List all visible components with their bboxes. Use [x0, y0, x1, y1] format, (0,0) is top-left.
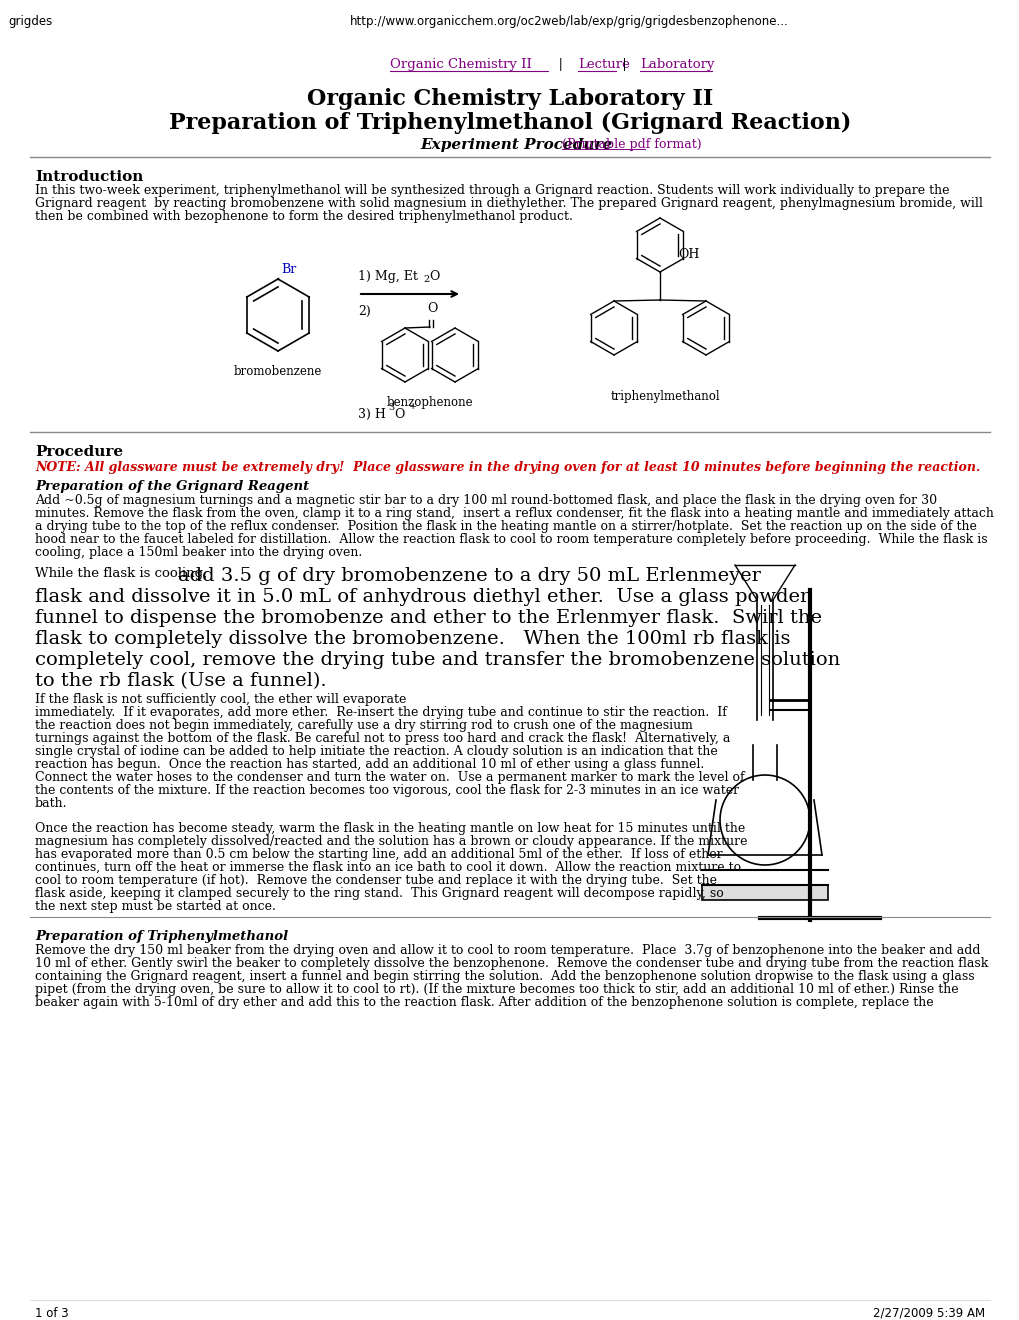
- Text: 2: 2: [423, 275, 429, 284]
- Text: flask and dissolve it in 5.0 mL of anhydrous diethyl ether.  Use a glass powder: flask and dissolve it in 5.0 mL of anhyd…: [35, 587, 808, 606]
- Text: Add ~0.5g of magnesium turnings and a magnetic stir bar to a dry 100 ml round-bo: Add ~0.5g of magnesium turnings and a ma…: [35, 494, 936, 507]
- Text: 3: 3: [387, 403, 394, 412]
- Text: Remove the dry 150 ml beaker from the drying oven and allow it to cool to room t: Remove the dry 150 ml beaker from the dr…: [35, 944, 979, 957]
- Text: continues, turn off the heat or immerse the flask into an ice bath to cool it do: continues, turn off the heat or immerse …: [35, 861, 741, 874]
- Text: cooling, place a 150ml beaker into the drying oven.: cooling, place a 150ml beaker into the d…: [35, 546, 362, 558]
- FancyBboxPatch shape: [701, 884, 827, 900]
- Text: Experiment Procedure: Experiment Procedure: [420, 139, 611, 152]
- Text: pipet (from the drying oven, be sure to allow it to cool to rt). (If the mixture: pipet (from the drying oven, be sure to …: [35, 983, 958, 997]
- Text: Once the reaction has become steady, warm the flask in the heating mantle on low: Once the reaction has become steady, war…: [35, 822, 745, 836]
- Text: bath.: bath.: [35, 797, 67, 810]
- Text: single crystal of iodine can be added to help initiate the reaction. A cloudy so: single crystal of iodine can be added to…: [35, 744, 717, 758]
- Text: beaker again with 5-10ml of dry ether and add this to the reaction flask. After : beaker again with 5-10ml of dry ether an…: [35, 997, 932, 1008]
- Text: Laboratory: Laboratory: [639, 58, 713, 71]
- Text: benzophenone: benzophenone: [386, 396, 473, 409]
- Text: immediately.  If it evaporates, add more ether.  Re-insert the drying tube and c: immediately. If it evaporates, add more …: [35, 706, 727, 719]
- Text: If the flask is not sufficiently cool, the ether will evaporate: If the flask is not sufficiently cool, t…: [35, 693, 406, 706]
- Text: funnel to dispense the bromobenze and ether to the Erlenmyer flask.  Swirl the: funnel to dispense the bromobenze and et…: [35, 609, 821, 627]
- Text: hood near to the faucet labeled for distillation.  Allow the reaction flask to c: hood near to the faucet labeled for dist…: [35, 533, 986, 546]
- Text: Procedure: Procedure: [35, 445, 123, 459]
- Text: Connect the water hoses to the condenser and turn the water on.  Use a permanent: Connect the water hoses to the condenser…: [35, 771, 744, 784]
- Text: 10 ml of ether. Gently swirl the beaker to completely dissolve the benzophenone.: 10 ml of ether. Gently swirl the beaker …: [35, 957, 987, 970]
- Text: to the rb flask (Use a funnel).: to the rb flask (Use a funnel).: [35, 672, 326, 690]
- Text: flask aside, keeping it clamped securely to the ring stand.  This Grignard reage: flask aside, keeping it clamped securely…: [35, 887, 723, 900]
- Text: Preparation of Triphenylmethanol: Preparation of Triphenylmethanol: [35, 931, 287, 942]
- Text: cool to room temperature (if hot).  Remove the condenser tube and replace it wit: cool to room temperature (if hot). Remov…: [35, 874, 716, 887]
- Text: O: O: [426, 302, 437, 315]
- Text: a drying tube to the top of the reflux condenser.  Position the flask in the hea: a drying tube to the top of the reflux c…: [35, 520, 976, 533]
- Text: grigdes: grigdes: [8, 15, 52, 28]
- Text: the contents of the mixture. If the reaction becomes too vigorous, cool the flas: the contents of the mixture. If the reac…: [35, 784, 739, 797]
- Text: flask to completely dissolve the bromobenzene.   When the 100ml rb flask is: flask to completely dissolve the bromobe…: [35, 630, 790, 648]
- Text: (Printable pdf format): (Printable pdf format): [561, 139, 701, 150]
- Text: reaction has begun.  Once the reaction has started, add an additional 10 ml of e: reaction has begun. Once the reaction ha…: [35, 758, 703, 771]
- Text: OH: OH: [678, 248, 699, 261]
- Text: http://www.organicchem.org/oc2web/lab/exp/grig/grigdesbenzophenone...: http://www.organicchem.org/oc2web/lab/ex…: [350, 15, 788, 28]
- Text: then be combined with bezophenone to form the desired triphenylmethanol product.: then be combined with bezophenone to for…: [35, 210, 573, 223]
- Text: has evaporated more than 0.5 cm below the starting line, add an additional 5ml o: has evaporated more than 0.5 cm below th…: [35, 847, 721, 861]
- Text: triphenylmethanol: triphenylmethanol: [609, 389, 719, 403]
- Text: 2/27/2009 5:39 AM: 2/27/2009 5:39 AM: [872, 1307, 984, 1320]
- Text: |: |: [549, 58, 567, 71]
- Text: completely cool, remove the drying tube and transfer the bromobenzene solution: completely cool, remove the drying tube …: [35, 651, 840, 669]
- Text: Preparation of Triphenylmethanol (Grignard Reaction): Preparation of Triphenylmethanol (Grigna…: [169, 112, 850, 135]
- Text: In this two-week experiment, triphenylmethanol will be synthesized through a Gri: In this two-week experiment, triphenylme…: [35, 183, 949, 197]
- Text: magnesium has completely dissolved/reacted and the solution has a brown or cloud: magnesium has completely dissolved/react…: [35, 836, 747, 847]
- Text: Grignard reagent  by reacting bromobenzene with solid magnesium in diethylether.: Grignard reagent by reacting bromobenzen…: [35, 197, 982, 210]
- Text: 1 of 3: 1 of 3: [35, 1307, 68, 1320]
- Text: Introduction: Introduction: [35, 170, 144, 183]
- Text: 2): 2): [358, 305, 370, 318]
- Text: add 3.5 g of dry bromobenzene to a dry 50 mL Erlenmeyer: add 3.5 g of dry bromobenzene to a dry 5…: [178, 568, 760, 585]
- Text: NOTE: All glassware must be extremely dry!  Place glassware in the drying oven f: NOTE: All glassware must be extremely dr…: [35, 461, 979, 474]
- Text: the next step must be started at once.: the next step must be started at once.: [35, 900, 275, 913]
- Text: Lecture: Lecture: [578, 58, 630, 71]
- Text: O: O: [429, 271, 439, 282]
- Text: O: O: [393, 408, 404, 421]
- Text: Organic Chemistry II: Organic Chemistry II: [389, 58, 531, 71]
- Text: Organic Chemistry Laboratory II: Organic Chemistry Laboratory II: [307, 88, 712, 110]
- Text: Br: Br: [280, 263, 296, 276]
- Text: 1) Mg, Et: 1) Mg, Et: [358, 271, 418, 282]
- Text: |: |: [618, 58, 631, 71]
- Text: bromobenzene: bromobenzene: [233, 366, 322, 378]
- Text: Preparation of the Grignard Reagent: Preparation of the Grignard Reagent: [35, 480, 309, 492]
- Text: turnings against the bottom of the flask. Be careful not to press too hard and c: turnings against the bottom of the flask…: [35, 733, 730, 744]
- Text: While the flask is cooling,: While the flask is cooling,: [35, 568, 207, 579]
- Text: minutes. Remove the flask from the oven, clamp it to a ring stand,  insert a ref: minutes. Remove the flask from the oven,…: [35, 507, 993, 520]
- Text: 3) H: 3) H: [358, 408, 385, 421]
- Text: the reaction does not begin immediately, carefully use a dry stirring rod to cru: the reaction does not begin immediately,…: [35, 719, 692, 733]
- Text: +: +: [409, 403, 417, 411]
- Text: containing the Grignard reagent, insert a funnel and begin stirring the solution: containing the Grignard reagent, insert …: [35, 970, 974, 983]
